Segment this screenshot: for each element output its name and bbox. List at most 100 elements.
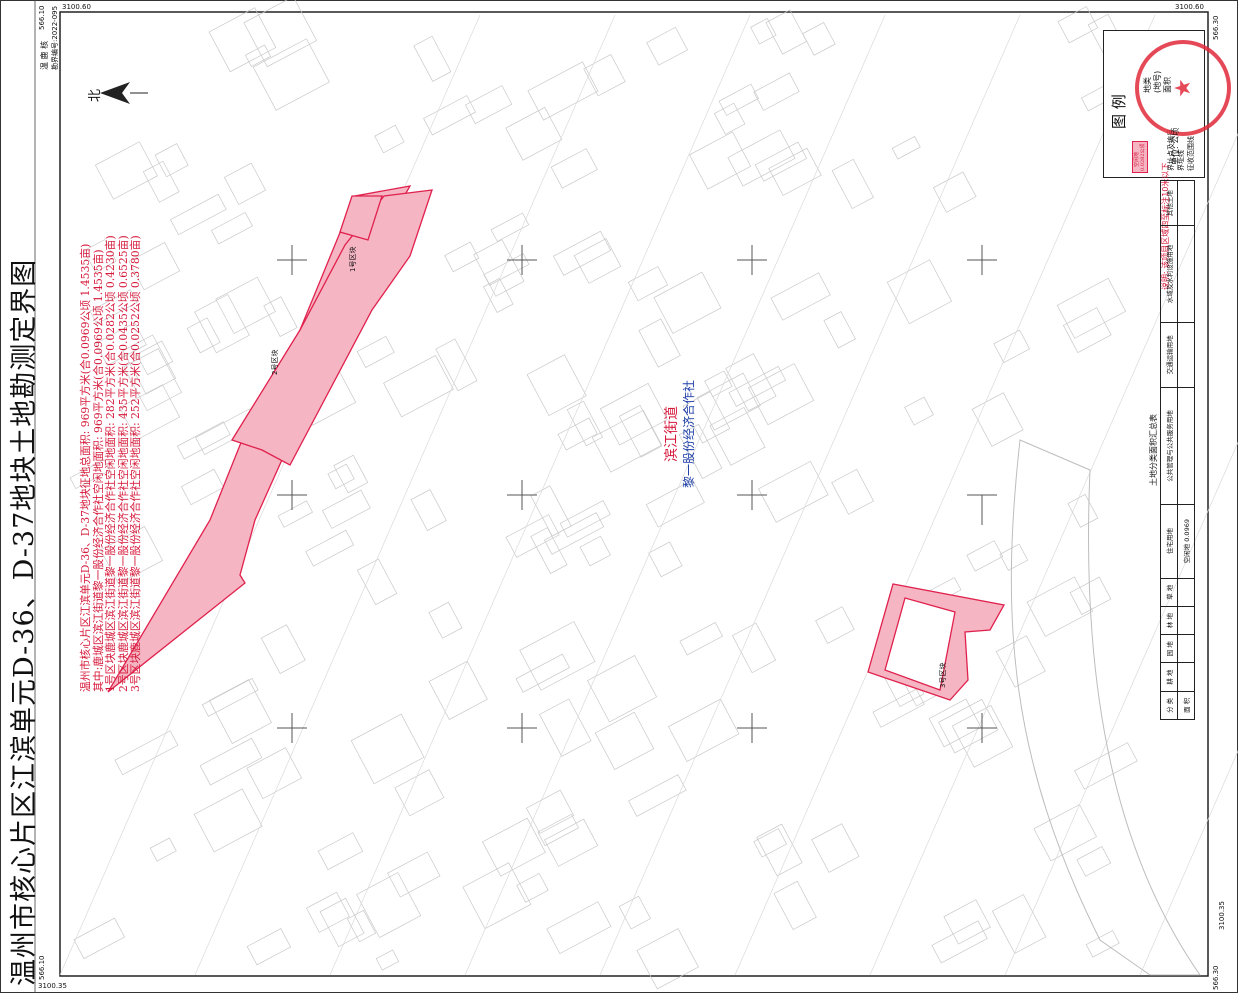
summary-cell — [1177, 180, 1195, 226]
legend-sample-area: 0.0282公顷 — [1140, 143, 1146, 172]
background-road — [194, 14, 616, 976]
background-parcel — [1062, 307, 1112, 354]
background-parcel — [1074, 742, 1138, 790]
river — [1010, 439, 1201, 976]
block-label-2: 2号区块 — [271, 349, 279, 375]
block-label-1: 1号区块 — [349, 246, 357, 272]
background-parcel — [1069, 576, 1112, 615]
background-parcel — [136, 340, 174, 376]
background-parcel — [193, 788, 263, 853]
background-parcel — [350, 713, 425, 785]
north-label: 北 — [88, 88, 103, 102]
background-parcel — [83, 239, 117, 273]
frame-br-y: 3100.35 — [1218, 901, 1226, 930]
background-parcel — [544, 818, 599, 867]
background-parcel — [327, 463, 355, 490]
background-parcel — [410, 489, 447, 531]
background-parcel — [530, 527, 568, 574]
unit-code: 温 鹿 核 — [40, 40, 49, 70]
background-parcel — [394, 769, 445, 817]
survey-code: 勘界编号:2022-095 — [51, 5, 59, 70]
background-parcel — [995, 635, 1046, 688]
background-parcel — [519, 621, 596, 691]
summary-th: 公共管理与公共服务用地 — [1160, 387, 1178, 505]
background-parcel — [423, 95, 477, 136]
background-parcel — [122, 334, 177, 395]
background-parcel — [618, 404, 663, 458]
frame-tl-x: 566.10 — [38, 5, 46, 31]
summary-cell — [1177, 225, 1195, 323]
background-parcel — [244, 44, 272, 67]
background-parcel — [1067, 493, 1099, 528]
background-parcel — [176, 421, 231, 460]
background-parcel — [696, 372, 761, 431]
background-parcel — [246, 747, 303, 800]
summary-row-label: 面 积 — [1177, 691, 1195, 720]
background-parcel — [539, 698, 592, 757]
background-parcel — [1056, 277, 1127, 339]
coop-name: 黎一股份经济合作社 — [682, 379, 696, 488]
background-parcel — [754, 141, 808, 182]
background-parcel — [628, 774, 687, 817]
frame-br-x: 566.30 — [1212, 965, 1220, 991]
background-parcel — [971, 392, 1024, 447]
area-note-line: 温州市核心片区江滨单元D-36、D-37地块征地总面积: 969平方米(合0.0… — [79, 243, 92, 692]
background-parcel — [583, 54, 626, 97]
background-parcel — [516, 872, 549, 903]
north-arrow-icon — [100, 82, 148, 104]
background-parcel — [306, 891, 350, 933]
background-parcel — [223, 162, 267, 205]
background-road — [464, 14, 886, 976]
background-parcel — [252, 38, 330, 111]
background-parcel — [648, 541, 683, 578]
background-parcel — [319, 897, 365, 948]
background-parcel — [931, 920, 988, 964]
background-parcel — [815, 606, 855, 644]
summary-th: 其他土地 — [1160, 180, 1178, 226]
background-parcel — [515, 653, 570, 693]
background-parcel — [263, 296, 298, 337]
background-parcel — [758, 460, 829, 523]
background-parcel — [689, 131, 752, 190]
background-parcel — [208, 7, 277, 73]
area-note-line: 3号区块鹿城区滨江街道黎一股份经济合作社空闲地面积: 252平方米(合0.025… — [129, 235, 143, 692]
background-parcel — [872, 688, 925, 728]
map-title: 温州市核心片区江滨单元D-36、D-37地块土地勘测定界图 — [9, 258, 40, 986]
frame-tl-y: 3100.60 — [62, 3, 91, 11]
area-notes: 温州市核心片区江滨单元D-36、D-37地块征地总面积: 969平方米(合0.0… — [79, 235, 143, 692]
background-parcel — [180, 468, 225, 506]
frame-bl-y: 3100.35 — [38, 982, 67, 990]
background-parcel — [891, 136, 921, 160]
background-parcel — [210, 211, 253, 245]
background-parcel — [413, 35, 452, 82]
unit-text: 单位: 公顷 — [1171, 127, 1180, 165]
background-parcel — [100, 526, 164, 585]
summary-cell — [1177, 387, 1195, 505]
background-parcel — [333, 454, 369, 494]
background-parcel — [678, 423, 723, 479]
parcel-polygons — [107, 185, 1006, 701]
background-parcel — [753, 828, 788, 858]
background-parcel — [725, 353, 777, 412]
background-parcel — [579, 535, 611, 567]
background-parcel — [94, 141, 158, 200]
summary-row-value: 0.0969 — [1183, 519, 1191, 542]
summary-th: 交通运输用地 — [1160, 322, 1178, 388]
background-parcel — [553, 230, 612, 276]
background-parcel — [142, 160, 180, 203]
background-parcel — [1033, 804, 1097, 862]
summary-table: 土地分类面积汇总表 分 类 耕 地 园 地 林 地 草 地 住宅用地 公共管理与… — [1148, 180, 1203, 720]
background-parcel — [69, 459, 111, 490]
background-parcel — [768, 147, 822, 196]
background-parcel — [831, 158, 874, 210]
background-parcel — [356, 335, 395, 368]
background-parcel — [435, 338, 478, 392]
background-parcel — [1026, 576, 1094, 637]
background-parcel — [428, 660, 488, 720]
background-parcel — [546, 901, 612, 955]
background-parcel — [321, 489, 371, 529]
background-parcel — [1085, 930, 1120, 958]
background-parcel — [904, 396, 934, 426]
summary-cell — [1177, 634, 1195, 663]
